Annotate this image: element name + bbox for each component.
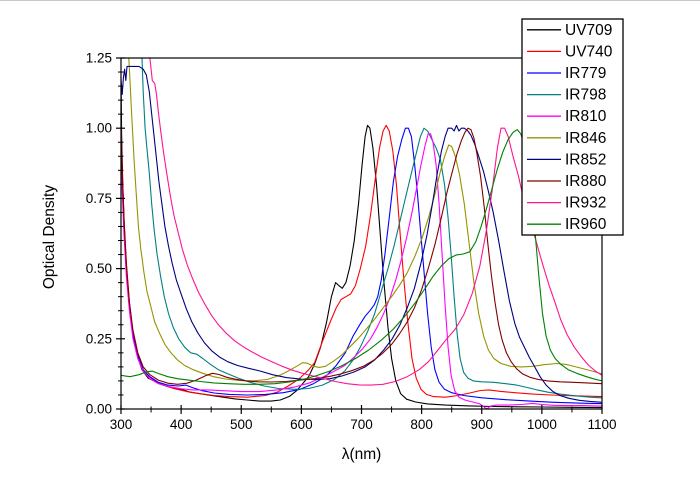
series-line-IR798 (120, 57, 603, 399)
legend-label-IR779: IR779 (565, 65, 606, 82)
legend: UV709 UV740 IR779 IR798 IR810 IR846 IR852 IR880… (521, 18, 624, 236)
legend-item-IR846: IR846 (527, 130, 606, 147)
series-group (120, 57, 603, 410)
x-tick-label-600: 600 (290, 417, 313, 432)
legend-box (521, 18, 624, 236)
series-line-IR960 (120, 129, 603, 385)
legend-item-IR798: IR798 (527, 87, 606, 104)
x-axis: 300 400 500 600 700 800 900 1000 1100 (110, 405, 617, 432)
legend-item-UV740: UV740 (527, 43, 613, 60)
legend-label-UV709: UV709 (565, 22, 612, 39)
legend-item-UV709: UV709 (527, 22, 612, 39)
legend-label-IR810: IR810 (565, 108, 607, 125)
x-tick-label-300: 300 (110, 417, 133, 432)
series-line-IR779 (120, 127, 603, 405)
series-line-IR846 (120, 57, 603, 382)
x-tick-label-800: 800 (410, 417, 433, 432)
x-tick-label-500: 500 (230, 417, 253, 432)
y-tick-label-0.75: 0.75 (86, 191, 112, 206)
y-tick-label-0.00: 0.00 (86, 402, 112, 417)
x-axis-title: λ(nm) (342, 446, 382, 463)
legend-item-IR932: IR932 (527, 195, 606, 212)
y-tick-label-1.25: 1.25 (86, 51, 112, 66)
legend-label-IR960: IR960 (565, 216, 607, 233)
legend-item-IR810: IR810 (527, 108, 607, 125)
y-tick-label-0.25: 0.25 (86, 331, 112, 346)
x-tick-label-400: 400 (170, 417, 193, 432)
series-line-IR880 (120, 127, 603, 385)
legend-label-UV740: UV740 (565, 43, 613, 60)
legend-label-IR932: IR932 (565, 195, 606, 212)
x-tick-label-700: 700 (350, 417, 373, 432)
legend-label-IR798: IR798 (565, 87, 606, 104)
legend-label-IR880: IR880 (565, 173, 607, 190)
x-tick-label-1000: 1000 (527, 417, 557, 432)
series-line-IR852 (120, 65, 603, 403)
x-tick-label-900: 900 (470, 417, 493, 432)
x-tick-label-1100: 1100 (587, 417, 616, 432)
legend-item-IR880: IR880 (527, 173, 607, 190)
y-axis: 0.00 0.25 0.50 0.75 1.00 1.25 (86, 51, 125, 417)
legend-item-IR960: IR960 (527, 216, 607, 233)
legend-item-IR779: IR779 (527, 65, 606, 82)
legend-label-IR846: IR846 (565, 130, 606, 147)
legend-label-IR852: IR852 (565, 151, 606, 168)
y-tick-label-0.50: 0.50 (86, 261, 112, 276)
legend-item-IR852: IR852 (527, 151, 606, 168)
y-tick-label-1.00: 1.00 (86, 121, 112, 136)
y-axis-title: Optical Density (41, 185, 58, 289)
